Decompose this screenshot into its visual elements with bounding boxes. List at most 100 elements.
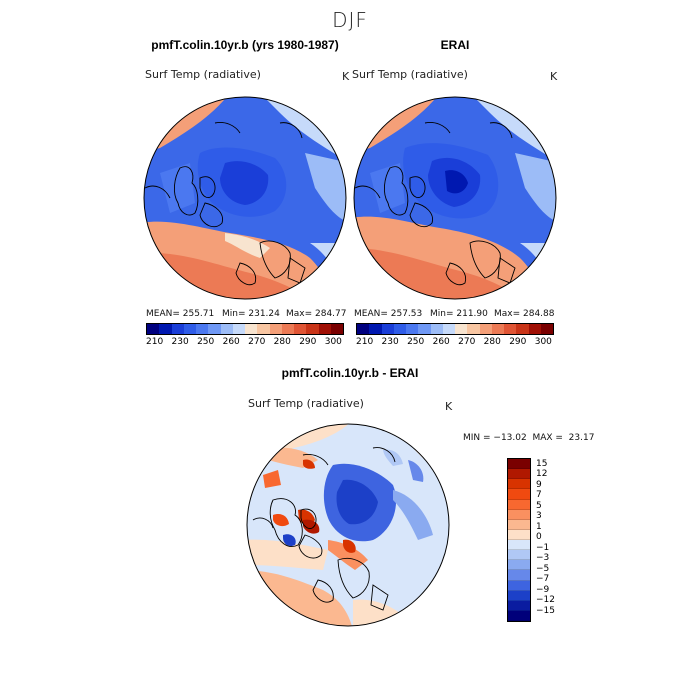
colorbar-swatch [540,324,553,334]
panel1-mean: MEAN= 255.71 [146,309,215,319]
diff-colorbar-swatch [508,499,530,510]
colorbar-swatch [196,324,209,334]
colorbar-tick-label: 280 [483,337,501,347]
diff-colorbar-swatch [508,529,530,540]
colorbar-swatch [357,324,370,334]
diff-colorbar-swatch [508,550,530,561]
colorbar-swatch [245,324,258,334]
diff-colorbar-swatch [508,509,530,520]
diff-colorbar-label: −7 [536,574,550,585]
panel2-colorbar [356,323,554,335]
colorbar-swatch [479,324,492,334]
panel1-max: Max= 284.77 [286,309,347,319]
diff-colorbar-swatch [508,459,530,470]
colorbar-swatch [406,324,419,334]
diff-colorbar-label: −15 [536,605,555,616]
colorbar-tick-label: 270 [248,337,266,347]
panel2-polar-map [353,96,557,300]
colorbar-swatch [528,324,541,334]
colorbar-tick-label: 210 [146,337,164,347]
diff-colorbar-swatch [508,540,530,551]
diff-colorbar-label: −9 [536,584,550,595]
colorbar-swatch [220,324,233,334]
colorbar-tick-label: 230 [171,337,189,347]
colorbar-swatch [318,324,331,334]
diff-colorbar-swatch [508,580,530,591]
diff-variable: Surf Temp (radiative) [248,397,364,410]
diff-minmax: MIN = −13.02 MAX = 23.17 [463,433,595,443]
diff-colorbar-label: 5 [536,500,542,511]
colorbar-swatch [281,324,294,334]
diff-colorbar [507,458,531,622]
diff-unit: K [445,400,453,413]
colorbar-swatch [257,324,270,334]
diff-colorbar-label: 15 [536,458,548,469]
diff-colorbar-swatch [508,590,530,601]
panel1-min: Min= 231.24 [222,309,280,319]
colorbar-swatch [306,324,319,334]
panel1-polar-map [143,96,347,300]
diff-colorbar-label: 9 [536,479,542,490]
colorbar-swatch [183,324,196,334]
colorbar-swatch [467,324,480,334]
panel1-unit: K [342,70,350,83]
panel1-variable: Surf Temp (radiative) [145,68,261,81]
colorbar-tick-label: 290 [299,337,317,347]
panel1-colorbar-ticks: 210 230 250 260 270 280 290 300 [146,337,342,347]
colorbar-swatch [455,324,468,334]
diff-colorbar-swatch [508,570,530,581]
diff-colorbar-swatch [508,600,530,611]
panel2-max: Max= 284.88 [494,309,555,319]
diff-colorbar-labels: 15 12 9 7 5 3 1 0 −1 −3 −5 −7 −9 −12 −15 [536,458,555,622]
colorbar-tick-label: 280 [273,337,291,347]
colorbar-swatch [171,324,184,334]
diff-colorbar-label: 12 [536,469,548,480]
colorbar-swatch [381,324,394,334]
colorbar-tick-label: 250 [407,337,425,347]
diff-colorbar-label: −3 [536,553,550,564]
panel2-mean: MEAN= 257.53 [354,309,423,319]
diff-colorbar-swatch [508,519,530,530]
panel1-title: pmfT.colin.10yr.b (yrs 1980-1987) [151,38,339,52]
panel2-title: ERAI [440,38,470,52]
colorbar-swatch [393,324,406,334]
diff-colorbar-label: 3 [536,511,542,522]
diff-colorbar-label: −5 [536,563,550,574]
colorbar-tick-label: 260 [432,337,450,347]
diff-colorbar-label: 0 [536,532,542,543]
colorbar-swatch [208,324,221,334]
season-title: DJF [332,8,368,32]
diff-colorbar-swatch [508,479,530,490]
colorbar-tick-label: 210 [356,337,374,347]
panel2-unit: K [550,70,558,83]
diff-colorbar-swatch [508,610,530,621]
colorbar-tick-label: 290 [509,337,527,347]
diff-colorbar-label: −1 [536,542,550,553]
colorbar-swatch [294,324,307,334]
colorbar-tick-label: 250 [197,337,215,347]
diff-colorbar-swatch [508,560,530,571]
colorbar-swatch [504,324,517,334]
colorbar-swatch [147,324,160,334]
colorbar-swatch [491,324,504,334]
colorbar-tick-label: 230 [381,337,399,347]
panel1-colorbar [146,323,344,335]
colorbar-swatch [418,324,431,334]
colorbar-swatch [516,324,529,334]
colorbar-tick-label: 300 [534,337,552,347]
colorbar-tick-label: 260 [222,337,240,347]
diff-polar-map [246,423,450,627]
colorbar-swatch [369,324,382,334]
colorbar-swatch [330,324,343,334]
colorbar-swatch [442,324,455,334]
colorbar-tick-label: 270 [458,337,476,347]
panel2-min: Min= 211.90 [430,309,488,319]
panel2-colorbar-ticks: 210 230 250 260 270 280 290 300 [356,337,552,347]
diff-colorbar-swatch [508,489,530,500]
diff-colorbar-label: 7 [536,490,542,501]
colorbar-swatch [159,324,172,334]
diff-colorbar-label: −12 [536,595,555,606]
diff-colorbar-swatch [508,469,530,480]
colorbar-swatch [269,324,282,334]
diff-title: pmfT.colin.10yr.b - ERAI [281,366,419,380]
